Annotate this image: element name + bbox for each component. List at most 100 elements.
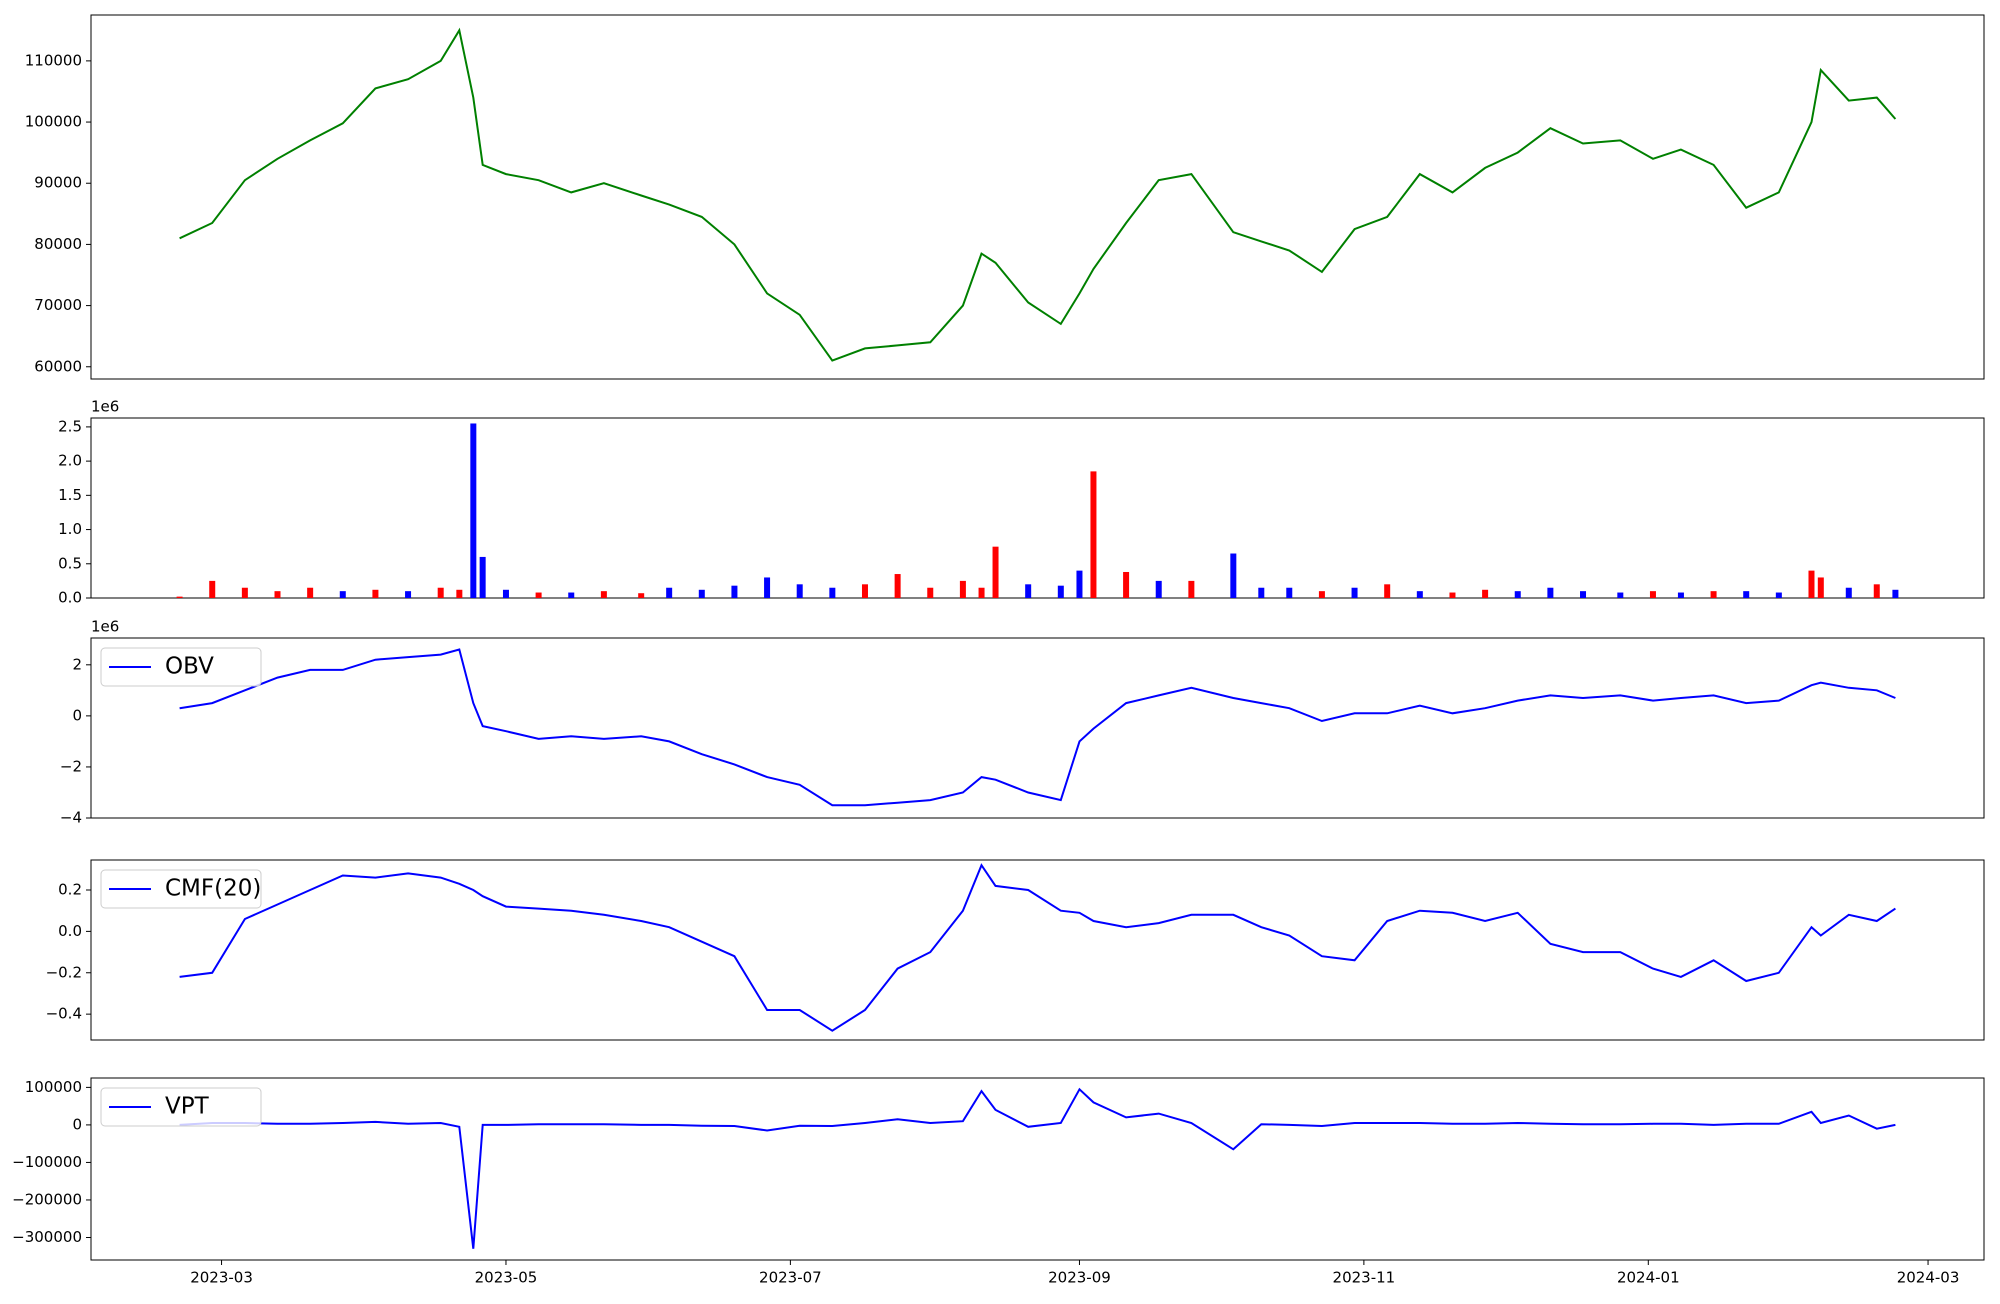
y-tick-label: 110000: [25, 51, 82, 69]
y-tick-label: 0: [72, 1115, 82, 1133]
y-tick-label: 80000: [34, 235, 82, 253]
bar: [437, 587, 444, 598]
bar: [479, 556, 486, 598]
bar: [1230, 553, 1237, 598]
x-tick-label: 2024-01: [1617, 1269, 1680, 1287]
y-tick-label: 2.5: [58, 417, 82, 435]
legend-label: OBV: [165, 654, 214, 680]
x-tick-label: 2023-09: [1048, 1269, 1111, 1287]
line: [179, 27, 1897, 362]
bar: [241, 587, 248, 598]
legend-label: VPT: [165, 1094, 210, 1120]
y-tick-label: 2.0: [58, 452, 82, 470]
y-tick-label: 0.5: [58, 554, 82, 572]
bar: [978, 587, 985, 598]
plot-frame: [90, 1077, 1985, 1261]
y-tick-label: −2: [60, 757, 82, 775]
y-tick-label: 60000: [34, 357, 82, 375]
bar: [1649, 591, 1656, 598]
bar: [339, 591, 346, 598]
bar: [1076, 570, 1083, 598]
y-tick-label: −100000: [12, 1153, 82, 1171]
bar: [535, 592, 542, 598]
bar: [274, 591, 281, 598]
plot-frame: [90, 859, 1985, 1041]
bar: [1318, 591, 1325, 598]
bar: [894, 574, 901, 598]
bar: [1873, 584, 1880, 598]
plot-frame: [90, 637, 1985, 819]
bar: [1892, 589, 1899, 598]
y-tick-label: 90000: [34, 174, 82, 192]
bar: [1482, 589, 1489, 598]
bar: [372, 589, 379, 598]
bar: [1617, 592, 1624, 598]
bar: [1025, 584, 1032, 598]
line: [179, 863, 1896, 1032]
bar: [209, 580, 216, 598]
y-tick-label: 0.2: [58, 881, 82, 899]
bar: [698, 589, 705, 598]
bar: [1057, 585, 1064, 598]
y-tick-label: 1.5: [58, 486, 82, 504]
y-tick-label: 100000: [25, 1078, 82, 1096]
line: [179, 648, 1896, 807]
bar: [861, 584, 868, 598]
bar: [1286, 587, 1293, 598]
y-tick-label: 0.0: [58, 922, 82, 940]
bar: [1775, 592, 1782, 598]
bar: [1580, 591, 1587, 598]
y-tick-label: −300000: [12, 1228, 82, 1246]
bar: [796, 584, 803, 598]
bar: [829, 587, 836, 598]
x-tick-label: 2023-05: [475, 1269, 538, 1287]
x-tick-label: 2023-03: [190, 1269, 253, 1287]
legend-box: [100, 869, 262, 909]
legend-box: [100, 647, 262, 687]
bar: [405, 591, 412, 598]
bar: [731, 585, 738, 598]
x-tick-label: 2023-11: [1333, 1269, 1396, 1287]
y-tick-label: −0.2: [46, 963, 82, 981]
bar: [502, 589, 509, 598]
bar: [1351, 587, 1358, 598]
bar: [1547, 587, 1554, 598]
bar: [764, 577, 771, 598]
bar: [568, 592, 575, 598]
y-tick-label: 1.0: [58, 520, 82, 538]
bar: [1743, 591, 1750, 598]
plot-frame: [90, 417, 1985, 599]
legend-label: CMF(20): [165, 876, 261, 902]
y-tick-label: −200000: [12, 1190, 82, 1208]
bar: [1090, 471, 1097, 598]
bar: [1449, 592, 1456, 598]
y-tick-label: 100000: [25, 113, 82, 131]
bar: [1416, 591, 1423, 598]
bar: [1258, 587, 1265, 598]
bar: [927, 587, 934, 598]
y-tick-label: 2: [72, 655, 82, 673]
bar: [1123, 571, 1130, 598]
line: [179, 1087, 1896, 1249]
bar: [1384, 584, 1391, 598]
y-tick-label: 0: [72, 706, 82, 724]
bar: [470, 423, 477, 598]
bar: [307, 587, 314, 598]
bar: [666, 587, 673, 598]
x-tick-label: 2023-07: [759, 1269, 822, 1287]
bar: [456, 589, 463, 598]
bar: [1188, 580, 1195, 598]
offset-text: 1e6: [91, 618, 119, 636]
legend-box: [100, 1087, 262, 1127]
bar: [176, 596, 183, 598]
bar: [1677, 592, 1684, 598]
offset-text: 1e6: [91, 398, 119, 416]
bar: [1845, 587, 1852, 598]
bar: [1808, 570, 1815, 598]
y-tick-label: 0.0: [58, 589, 82, 607]
bar: [638, 593, 645, 598]
bar: [1817, 577, 1824, 598]
x-tick-label: 2024-03: [1897, 1269, 1960, 1287]
y-tick-label: 70000: [34, 296, 82, 314]
